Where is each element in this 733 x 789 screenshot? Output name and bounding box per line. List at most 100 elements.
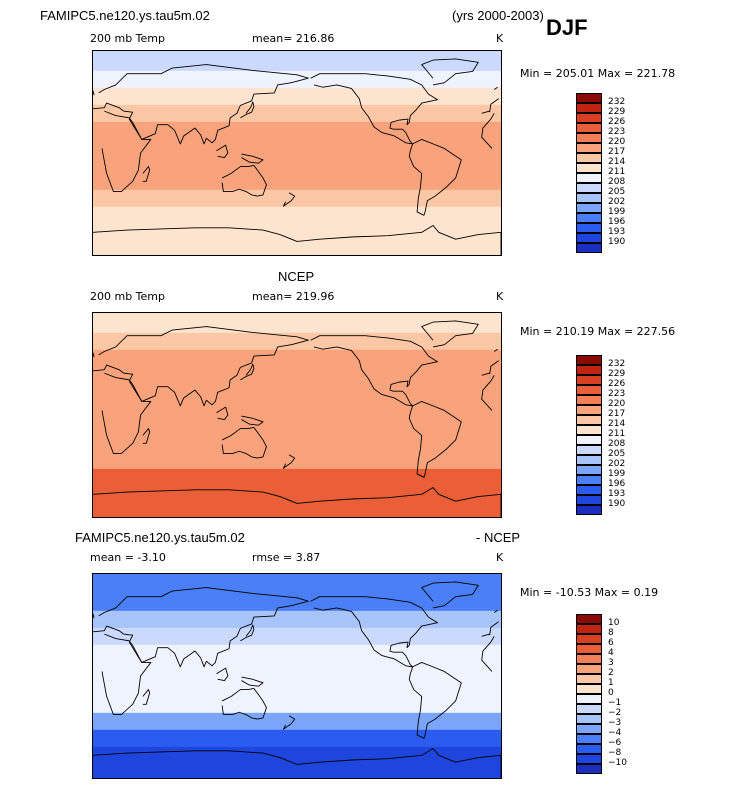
- colorbar-label: 196: [608, 217, 626, 227]
- colorbar-label: 202: [608, 197, 626, 207]
- colorbar-cell: [576, 694, 602, 704]
- colorbar-cell: [576, 704, 602, 714]
- panel1-minmax: Min = 205.01 Max = 221.78: [520, 67, 676, 80]
- coastline-japan: [240, 624, 255, 642]
- colorbar-label: 205: [608, 187, 626, 197]
- panel2-mean-label: mean= 219.96: [252, 290, 335, 303]
- zonal-band-5: [93, 138, 501, 157]
- zonal-band--40: [93, 189, 501, 208]
- coastline-new-zealand: [282, 715, 296, 730]
- zonal-band-5: [93, 661, 501, 680]
- panel1-coastlines: [93, 58, 501, 255]
- colorbar-cell: [576, 764, 602, 774]
- coastline-south-america: [408, 138, 462, 216]
- colorbar-cell: [576, 435, 602, 445]
- coastline-africa: [101, 633, 495, 715]
- coastline-antarctica: [93, 748, 501, 778]
- panel1-units: K: [496, 32, 504, 45]
- colorbar-cell: [576, 113, 602, 123]
- colorbar-label: 217: [608, 409, 626, 419]
- colorbar-cell: [576, 425, 602, 435]
- coastline-greenland: [421, 320, 479, 348]
- zonal-band--25: [93, 434, 501, 453]
- zonal-band-35: [93, 366, 501, 385]
- colorbar-cell: [576, 213, 602, 223]
- coastline-greenland: [421, 58, 479, 86]
- zonal-band--25: [93, 172, 501, 191]
- colorbar-label: 217: [608, 147, 626, 157]
- colorbar-cell: [576, 243, 602, 253]
- zonal-band-20: [93, 121, 501, 140]
- zonal-band--55: [93, 468, 501, 487]
- colorbar-cell: [576, 395, 602, 405]
- coastline-australia: [221, 427, 267, 459]
- panel3-title-left: FAMIPC5.ne120.ys.tau5m.02: [75, 530, 245, 545]
- coastline-indonesia-borneo: [216, 144, 229, 159]
- colorbar-cell: [576, 233, 602, 243]
- colorbar-label: 4: [608, 648, 614, 658]
- colorbar-label: 10: [608, 618, 620, 628]
- colorbar-label: −1: [608, 698, 622, 708]
- colorbar-label: 220: [608, 137, 626, 147]
- colorbar-label: 223: [608, 127, 626, 137]
- colorbar-cell: [576, 415, 602, 425]
- zonal-band-50: [93, 349, 501, 368]
- panel1-map: [92, 50, 502, 256]
- zonal-band--70: [93, 223, 501, 242]
- panel3-mean-label: mean = -3.10: [90, 551, 166, 564]
- panel2-title: NCEP: [278, 269, 315, 284]
- colorbar-label: 214: [608, 419, 626, 429]
- colorbar-label: 211: [608, 429, 626, 439]
- coastline-north-america: [310, 596, 438, 668]
- colorbar-cell: [576, 714, 602, 724]
- colorbar-cell: [576, 674, 602, 684]
- colorbar-label: 6: [608, 638, 614, 648]
- coastline-north-america: [310, 73, 438, 145]
- colorbar-label: 0: [608, 688, 614, 698]
- zonal-band--40: [93, 451, 501, 470]
- colorbar-cell: [576, 734, 602, 744]
- coastline-uk: [93, 86, 498, 96]
- coastline-new-guinea: [241, 676, 264, 687]
- colorbar-label: 229: [608, 107, 626, 117]
- coastline-europe-asia: [93, 587, 499, 668]
- colorbar-cell: [576, 385, 602, 395]
- panel2-coastlines: [93, 320, 501, 517]
- colorbar-label: 226: [608, 117, 626, 127]
- season-label: DJF: [546, 15, 588, 40]
- colorbar-cell: [576, 223, 602, 233]
- zonal-band--55: [93, 206, 501, 225]
- coastline-new-guinea: [241, 415, 264, 426]
- colorbar-label: −8: [608, 748, 622, 758]
- colorbar-cell: [576, 754, 602, 764]
- panel3-map: [92, 573, 502, 779]
- coastline-south-america: [408, 400, 462, 478]
- coastline-japan: [240, 101, 255, 119]
- coastline-australia: [221, 165, 267, 197]
- coastline-new-guinea: [241, 153, 264, 164]
- colorbar-cell: [576, 505, 602, 515]
- zonal-band-50: [93, 610, 501, 629]
- zonal-band--70: [93, 746, 501, 765]
- coastline-uk: [93, 348, 498, 358]
- coastline-africa: [101, 372, 495, 454]
- colorbar-label: 199: [608, 207, 626, 217]
- colorbar-label: 208: [608, 439, 626, 449]
- panel2-minmax: Min = 210.19 Max = 227.56: [520, 325, 676, 338]
- panel3-colorbar: 10 8 6 4 3 2 1 0 −1 −2 −3 −4 −6 −8 −10: [576, 614, 627, 774]
- panel1-mean-label: mean= 216.86: [252, 32, 335, 45]
- colorbar-cell: [576, 465, 602, 475]
- zonal-band-20: [93, 383, 501, 402]
- colorbar-cell: [576, 455, 602, 465]
- colorbar-label: 229: [608, 369, 626, 379]
- colorbar-label: −2: [608, 708, 622, 718]
- colorbar-cell: [576, 173, 602, 183]
- zonal-band-65: [93, 593, 501, 612]
- colorbar-cell: [576, 485, 602, 495]
- colorbar-label: −4: [608, 728, 622, 738]
- colorbar-cell: [576, 405, 602, 415]
- colorbar-label: 232: [608, 359, 626, 369]
- coastline-indonesia-borneo: [216, 667, 229, 682]
- coastline-europe-asia: [93, 64, 499, 145]
- colorbar-label: 214: [608, 157, 626, 167]
